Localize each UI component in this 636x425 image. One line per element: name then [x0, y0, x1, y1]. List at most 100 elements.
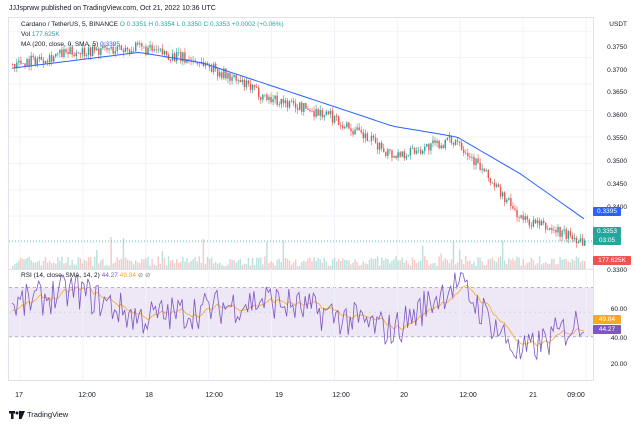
volume-bar: [508, 258, 510, 269]
currency-label: USDT: [609, 21, 627, 28]
candle-body: [212, 63, 215, 72]
candle-body: [184, 52, 186, 63]
volume-bar: [272, 262, 274, 269]
volume-bar: [399, 260, 401, 269]
candle-body: [442, 145, 444, 149]
candle-body: [393, 156, 395, 158]
candle-body: [290, 100, 293, 102]
candle-body: [229, 73, 231, 81]
candle-body: [305, 103, 307, 109]
candle-body: [325, 111, 328, 116]
candle-body: [368, 140, 371, 142]
candle-body: [340, 125, 342, 126]
volume-bar: [30, 260, 32, 269]
volume-bar: [469, 260, 471, 269]
candle-body: [303, 103, 305, 112]
ma-price-tag: 0.3395: [593, 207, 621, 216]
price-tick: 0.3500: [607, 158, 627, 165]
volume-bar: [479, 257, 481, 269]
volume-bar: [366, 263, 369, 269]
candle-body: [208, 65, 211, 68]
price-tick: 0.3600: [607, 112, 627, 119]
volume-bar: [335, 261, 338, 269]
candle-body: [139, 43, 141, 45]
candle-body: [362, 132, 364, 139]
volume-bar: [122, 238, 125, 269]
volume-bar: [38, 260, 41, 269]
volume-bar: [545, 262, 547, 269]
volume-bar: [411, 257, 414, 269]
rsi-panel[interactable]: RSI (14, close, SMA, 14, 2) 44.27 49.84 …: [8, 269, 594, 381]
volume-bar: [473, 261, 475, 269]
candle-body: [280, 99, 282, 105]
volume-bar: [383, 260, 385, 269]
volume-bar: [342, 258, 344, 269]
volume-bar: [403, 262, 405, 269]
volume-bar: [147, 256, 149, 269]
volume-bar: [442, 260, 444, 269]
hide-icon[interactable]: ⊘ ⊘: [137, 272, 151, 279]
symbol-label[interactable]: Cardano / TetherUS, 5, BINANCE: [21, 21, 119, 28]
publish-line: JJJsprww published on TradingView.com, O…: [9, 5, 216, 12]
candle-body: [38, 57, 41, 59]
volume-bar: [106, 264, 108, 269]
candle-body: [319, 110, 321, 116]
candle-body: [145, 46, 147, 55]
candle-body: [506, 199, 508, 203]
volume-bar: [26, 257, 28, 269]
tradingview-logo[interactable]: TradingView: [9, 410, 68, 420]
ma-label[interactable]: MA (200, close, 0, SMA, 5): [21, 41, 99, 48]
candle-body: [237, 80, 239, 81]
volume-bar: [233, 260, 235, 269]
candle-body: [397, 152, 399, 158]
volume-bar: [270, 261, 272, 269]
volume-bar: [434, 262, 436, 269]
candle-body: [210, 67, 213, 72]
rsi-tick: 20.00: [610, 361, 627, 368]
volume-bar: [577, 257, 580, 269]
volume-label[interactable]: Vol: [21, 31, 31, 38]
candle-body: [159, 48, 162, 50]
volume-bar: [471, 263, 473, 269]
volume-bar: [266, 241, 268, 269]
candle-body: [73, 54, 75, 57]
volume-bar: [294, 259, 297, 269]
volume-bar: [424, 256, 426, 269]
candle-body: [460, 142, 463, 150]
main-chart-panel[interactable]: Cardano / TetherUS, 5, BINANCE O 0.3351 …: [8, 17, 594, 270]
rsi-label[interactable]: RSI (14, close, SMA, 14, 2): [21, 272, 100, 279]
volume-bar: [460, 259, 463, 269]
volume-bar: [237, 260, 239, 269]
candle-body: [424, 146, 426, 151]
candle-body: [292, 100, 295, 104]
candle-body: [335, 115, 338, 117]
candle-body: [110, 46, 112, 49]
candle-body: [405, 156, 408, 159]
candle-body: [50, 55, 53, 62]
rsi-tick: 40.00: [610, 335, 627, 342]
time-label: 09:00: [567, 392, 585, 399]
symbol-legend: Cardano / TetherUS, 5, BINANCE O 0.3351 …: [21, 21, 284, 28]
candle-body: [155, 49, 157, 50]
volume-bar: [241, 264, 244, 269]
volume-bar: [12, 265, 14, 269]
price-tick: 0.3550: [607, 135, 627, 142]
candle-body: [75, 52, 77, 57]
volume-bar: [559, 257, 561, 269]
volume-bar: [512, 258, 514, 269]
time-label: 12:00: [332, 392, 350, 399]
volume-bar: [524, 265, 526, 269]
candle-body: [551, 227, 553, 231]
candle-body: [524, 216, 526, 220]
volume-bar: [426, 259, 428, 269]
rsi-tick: 60.00: [610, 306, 627, 313]
volume-bar: [128, 260, 131, 269]
candle-body: [471, 156, 473, 158]
candle-body: [288, 101, 291, 108]
candle-body: [417, 150, 420, 152]
volume-bar: [178, 262, 180, 269]
candle-body: [112, 46, 114, 54]
volume-bar: [219, 262, 221, 269]
candle-body: [202, 61, 205, 66]
volume-bar: [563, 259, 565, 269]
